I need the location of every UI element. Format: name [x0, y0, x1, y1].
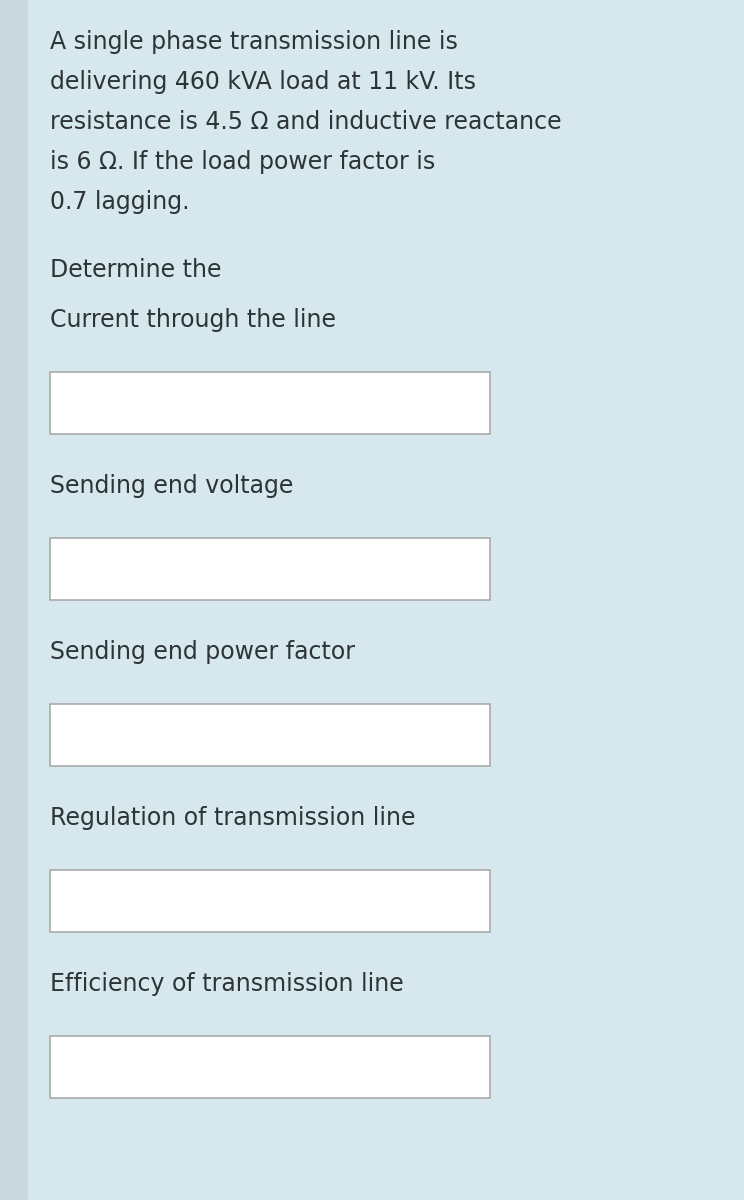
Text: is 6 Ω. If the load power factor is: is 6 Ω. If the load power factor is — [50, 150, 435, 174]
Bar — [50, 870, 490, 932]
Bar — [50, 538, 490, 600]
Bar — [50, 1036, 490, 1098]
Text: 0.7 lagging.: 0.7 lagging. — [50, 190, 190, 214]
Text: Regulation of transmission line: Regulation of transmission line — [50, 806, 415, 830]
Text: Sending end voltage: Sending end voltage — [50, 474, 293, 498]
Text: Determine the: Determine the — [50, 258, 222, 282]
Text: delivering 460 kVA load at 11 kV. Its: delivering 460 kVA load at 11 kV. Its — [50, 70, 476, 94]
Bar — [50, 704, 490, 766]
Text: resistance is 4.5 Ω and inductive reactance: resistance is 4.5 Ω and inductive reacta… — [50, 110, 562, 134]
Bar — [50, 372, 490, 434]
Text: Current through the line: Current through the line — [50, 308, 336, 332]
Text: Sending end power factor: Sending end power factor — [50, 640, 355, 664]
Text: A single phase transmission line is: A single phase transmission line is — [50, 30, 458, 54]
Bar — [0, 0, 28, 1200]
Text: Efficiency of transmission line: Efficiency of transmission line — [50, 972, 404, 996]
